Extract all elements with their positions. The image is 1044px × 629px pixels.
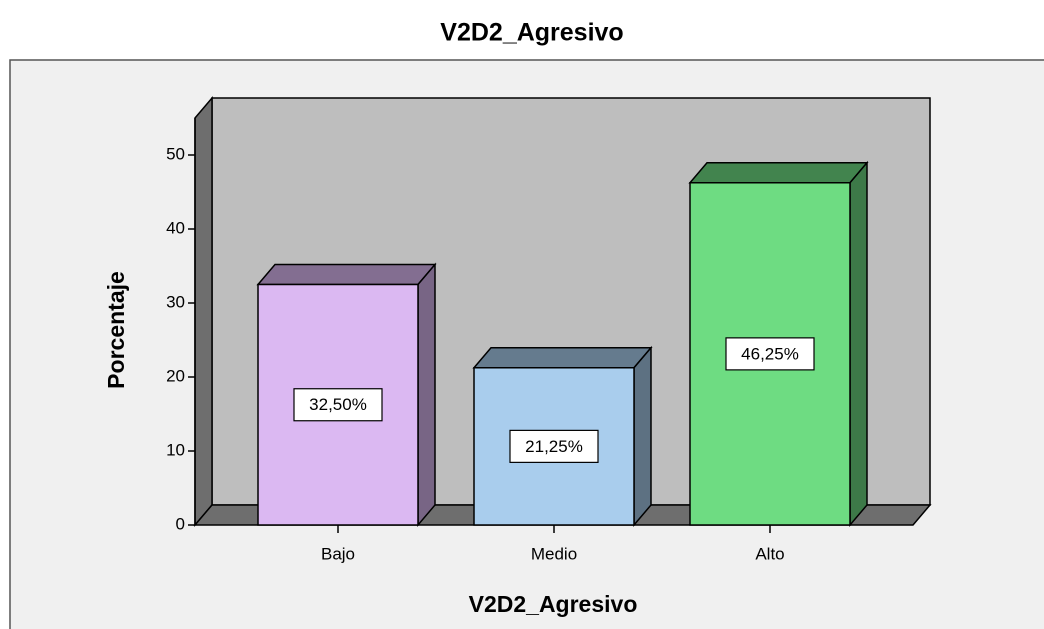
- bar-side: [633, 345, 652, 528]
- y-tick-label: 30: [166, 292, 185, 311]
- y-tick-label: 50: [166, 144, 185, 163]
- value-label-box: [509, 429, 599, 463]
- y-tick-label: 40: [166, 218, 185, 237]
- y-tick-label: 0: [176, 514, 185, 533]
- x-tick-label: Medio: [531, 544, 577, 563]
- value-label-box: [725, 337, 815, 371]
- bar-top: [256, 263, 437, 286]
- bar-side: [417, 262, 436, 528]
- y-tick-label: 10: [166, 440, 185, 459]
- bar-top: [472, 347, 653, 369]
- bar-side: [849, 160, 868, 528]
- chart-title: V2D2_Agresivo: [440, 19, 623, 47]
- value-label-box: [293, 388, 383, 422]
- y-tick-label: 20: [166, 366, 185, 385]
- value-label: 32,50%: [309, 395, 367, 414]
- x-tick-label: Alto: [755, 544, 784, 563]
- side-wall: [194, 95, 213, 528]
- x-axis-title: V2D2_Agresivo: [469, 591, 638, 617]
- value-label: 21,25%: [525, 437, 583, 456]
- bar-top: [688, 162, 869, 184]
- value-label: 46,25%: [741, 344, 799, 363]
- y-axis-title: Porcentaje: [103, 271, 129, 389]
- x-tick-label: Bajo: [321, 544, 355, 563]
